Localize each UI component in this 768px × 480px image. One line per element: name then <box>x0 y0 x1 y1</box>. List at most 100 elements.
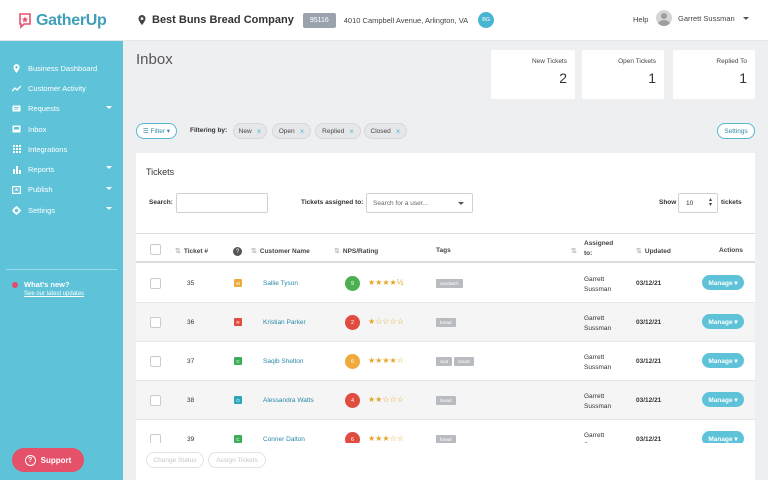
filter-tag-open: Open × <box>272 123 311 139</box>
map-pin-icon <box>12 63 21 73</box>
assigned-user: Garrett Sussman <box>584 392 611 412</box>
source-badge: C <box>234 435 242 443</box>
sidebar-item-integrations[interactable]: Integrations <box>0 139 123 159</box>
assigned-user-select[interactable]: Search for a user... <box>366 193 473 213</box>
customer-name-link[interactable]: Saqib Shelton <box>263 358 304 365</box>
customer-name-link[interactable]: Conner Dalton <box>263 436 305 443</box>
assigned-first: Garrett <box>584 354 605 361</box>
change-status-button[interactable]: Change Status <box>146 452 204 468</box>
filter-tag-replied: Replied × <box>315 123 361 139</box>
sidebar-item-business-dashboard[interactable]: Business Dashboard <box>0 58 123 78</box>
support-button[interactable]: ? Support <box>12 448 84 472</box>
search-input[interactable] <box>176 193 268 213</box>
sidebar-item-settings[interactable]: Settings <box>0 200 123 220</box>
gatherup-logo-icon <box>19 13 31 29</box>
page-size-select[interactable]: 10 ▴ ▾ <box>678 193 718 213</box>
column-header-nps[interactable]: ⇅ NPS/Rating <box>334 247 378 255</box>
settings-button[interactable]: Settings <box>717 123 755 139</box>
star-rating: ★★★★☆ <box>368 356 404 365</box>
ticket-number: 38 <box>187 397 195 404</box>
star-rating: ★★★☆☆ <box>368 434 404 443</box>
sort-icon: ⇅ <box>334 248 340 255</box>
sidebar-item-reports[interactable]: Reports <box>0 159 123 179</box>
manage-button[interactable]: Manage ▾ <box>702 314 744 329</box>
publish-icon <box>12 185 21 194</box>
grid-icon <box>12 145 21 154</box>
ticket-tag[interactable]: bread <box>436 318 456 327</box>
logo[interactable]: GatherUp <box>18 11 107 31</box>
star-rating: ★☆☆☆☆ <box>368 317 404 326</box>
ticket-tag[interactable]: bread <box>436 435 456 444</box>
bulk-actions-bar: Change Status Assign Tickets <box>136 443 755 480</box>
manage-button[interactable]: Manage ▾ <box>702 392 744 407</box>
customer-name-link[interactable]: Kristian Parker <box>263 319 306 326</box>
tag-list: sandwich <box>436 279 463 288</box>
manage-button[interactable]: Manage ▾ <box>702 431 744 446</box>
assigned-first: Garrett <box>584 432 605 439</box>
column-header-updated[interactable]: ⇅ Updated <box>636 247 671 255</box>
nps-score: 2 <box>345 315 360 330</box>
sidebar-item-label: Inbox <box>28 124 47 134</box>
sidebar-nav: Business Dashboard Customer Activity Req… <box>0 58 123 220</box>
assigned-first: Garrett <box>584 315 605 322</box>
table-row[interactable]: 35 M Sallie Tyson 9 ★★★★½ sandwich Garrett Suss… <box>136 264 755 303</box>
manage-button[interactable]: Manage ▾ <box>702 275 744 290</box>
message-icon <box>12 104 21 113</box>
stat-new-tickets: New Tickets 2 <box>491 50 575 99</box>
ticket-tag[interactable]: wait <box>436 357 453 366</box>
sidebar-item-label: Requests <box>28 104 60 114</box>
user-menu[interactable]: Garrett Sussman <box>656 10 749 26</box>
inbox-icon <box>12 125 21 134</box>
updated-date: 03/12/21 <box>636 358 662 365</box>
column-header-assigned[interactable]: Assigned to: <box>584 240 614 257</box>
updated-date: 03/12/21 <box>636 319 662 326</box>
support-label: Support <box>40 455 72 465</box>
brand-name: GatherUp <box>36 12 107 29</box>
ticket-tag[interactable]: bread <box>454 357 474 366</box>
column-header-ticket[interactable]: ⇅ Ticket # <box>175 247 208 255</box>
up-down-icon: ▴ ▾ <box>708 197 712 208</box>
close-icon[interactable]: × <box>256 126 262 136</box>
nps-score: 4 <box>345 393 360 408</box>
business-name: Best Buns Bread Company <box>152 14 294 26</box>
tag-list: bread <box>436 435 456 444</box>
column-header-actions: Actions <box>719 247 743 254</box>
customer-name-link[interactable]: Sallie Tyson <box>263 280 298 287</box>
row-checkbox[interactable] <box>150 278 161 289</box>
assigned-user: Garrett Sussman <box>584 314 611 334</box>
sidebar-item-inbox[interactable]: Inbox <box>0 119 123 139</box>
filter-tag-label: New <box>238 127 252 135</box>
sidebar-item-label: Settings <box>28 205 56 215</box>
close-icon[interactable]: × <box>349 126 354 136</box>
sidebar-item-requests[interactable]: Requests <box>0 99 123 119</box>
column-header-customer[interactable]: ⇅ Customer Name <box>251 247 310 255</box>
table-row[interactable]: 37 C Saqib Shelton 6 ★★★★☆ wait bread Garrett Su… <box>136 342 755 381</box>
row-checkbox[interactable] <box>150 317 161 328</box>
row-checkbox[interactable] <box>150 356 161 367</box>
sidebar-item-customer-activity[interactable]: Customer Activity <box>0 78 123 98</box>
ticket-tag[interactable]: sandwich <box>436 279 463 288</box>
chevron-down-icon <box>106 207 112 211</box>
star-rating: ★★★★½ <box>368 278 404 287</box>
stat-value: 2 <box>559 70 567 86</box>
manage-button[interactable]: Manage ▾ <box>702 353 744 368</box>
table-row[interactable]: 38 O Alessandra Watts 4 ★★☆☆☆ bread Garrett Sus… <box>136 381 755 420</box>
filter-button[interactable]: ☰ Filter ▾ <box>136 123 177 139</box>
sidebar-item-publish[interactable]: Publish <box>0 180 123 200</box>
row-checkbox[interactable] <box>150 395 161 406</box>
sort-icon[interactable]: ⇅ <box>571 248 577 255</box>
customer-name-link[interactable]: Alessandra Watts <box>263 397 314 404</box>
select-all-checkbox[interactable] <box>150 244 161 255</box>
close-icon[interactable]: × <box>299 126 305 136</box>
chevron-down-icon <box>458 202 464 205</box>
table-row[interactable]: 36 R Kristian Parker 2 ★☆☆☆☆ bread Garrett Suss… <box>136 303 755 342</box>
source-badge: O <box>234 396 242 404</box>
assign-tickets-button[interactable]: Assign Tickets <box>208 452 266 468</box>
assigned-last: Sussman <box>584 286 612 293</box>
help-link[interactable]: Help <box>633 15 649 24</box>
close-icon[interactable]: × <box>395 126 401 136</box>
location-selector[interactable]: Best Buns Bread Company 95116 4010 Campb… <box>138 10 495 30</box>
whats-new-link[interactable]: See our latest updates <box>24 291 85 297</box>
ticket-tag[interactable]: bread <box>436 396 456 405</box>
sort-icon: ⇅ <box>251 248 257 255</box>
